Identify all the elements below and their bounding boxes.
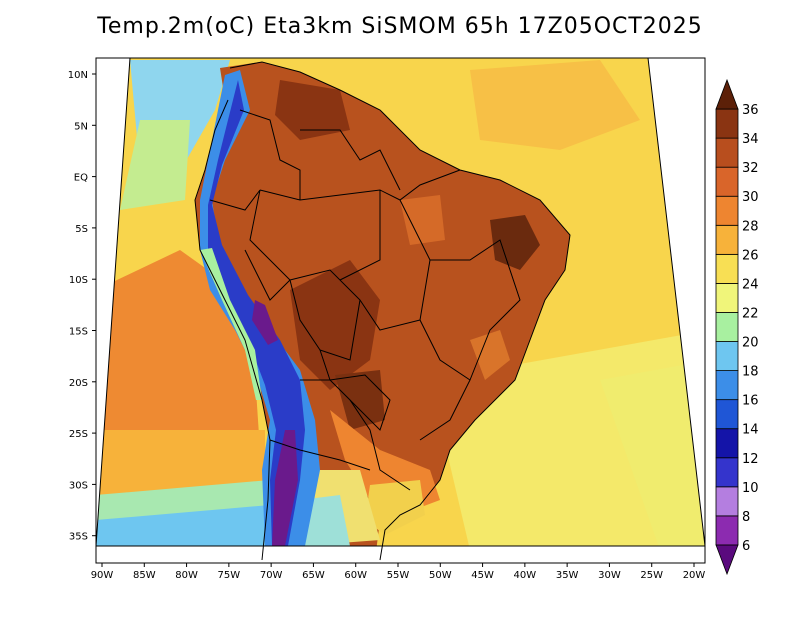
lat-label: 5N bbox=[74, 121, 88, 132]
colorbar-segment bbox=[715, 195, 739, 226]
lat-label: 30S bbox=[69, 480, 88, 491]
plateau-mild-2 bbox=[400, 195, 445, 245]
lat-label: EQ bbox=[74, 173, 88, 184]
colorbar-segment bbox=[715, 166, 739, 197]
lon-label: 25W bbox=[640, 570, 663, 581]
colorbar-label: 34 bbox=[742, 132, 759, 147]
pacific-north-mild bbox=[120, 120, 190, 210]
lon-label: 20W bbox=[683, 570, 706, 581]
very-hot-north bbox=[275, 80, 350, 140]
colorbar-label: 8 bbox=[742, 510, 750, 525]
lon-label: 75W bbox=[218, 570, 241, 581]
states-2 bbox=[419, 259, 471, 441]
lat-label: 10N bbox=[68, 70, 88, 81]
colorbar-segment bbox=[715, 457, 739, 488]
borders bbox=[194, 61, 571, 561]
lon-label: 35W bbox=[556, 570, 579, 581]
colorbar-segment bbox=[715, 544, 739, 576]
colorbar-label: 28 bbox=[742, 219, 759, 234]
colorbar-segment bbox=[715, 341, 739, 371]
colorbar-label: 18 bbox=[742, 365, 759, 380]
lon-label: 30W bbox=[598, 570, 621, 581]
colorbar-segment bbox=[715, 370, 739, 401]
brazil-border-west bbox=[249, 189, 411, 491]
paraguay-border bbox=[329, 374, 391, 431]
lon-label: 50W bbox=[429, 570, 452, 581]
longitude-axis: 90W 85W 80W 75W 70W 65W 60W 55W 50W 45W 40W 35W 30W 2… bbox=[91, 563, 706, 581]
colorbar-segment bbox=[715, 486, 739, 517]
lat-label: 10S bbox=[69, 275, 88, 286]
colorbar-segment bbox=[715, 399, 739, 430]
colorbar-segment bbox=[715, 283, 739, 313]
north-atlantic-warm bbox=[470, 60, 640, 150]
very-hot-northeast bbox=[490, 215, 540, 270]
colorbar-segment bbox=[715, 78, 739, 110]
colorbar-label: 14 bbox=[742, 423, 759, 438]
lat-label: 15S bbox=[69, 327, 88, 338]
lat-label: 5S bbox=[75, 224, 88, 235]
colorbar-label: 10 bbox=[742, 481, 759, 496]
colorbar-label: 16 bbox=[742, 394, 759, 409]
lon-label: 70W bbox=[260, 570, 283, 581]
lon-label: 80W bbox=[175, 570, 198, 581]
lat-label: 35S bbox=[69, 532, 88, 543]
temperature-field bbox=[96, 58, 705, 546]
plateau-mild bbox=[470, 330, 510, 380]
colorbar-label: 32 bbox=[742, 161, 759, 176]
lat-label: 25S bbox=[69, 429, 88, 440]
colorbar-label: 6 bbox=[742, 539, 750, 554]
pacific-cold bbox=[96, 505, 270, 546]
lon-label: 55W bbox=[387, 570, 410, 581]
colorbar-segment bbox=[715, 137, 739, 168]
colorbar-segment bbox=[715, 253, 739, 284]
colorbar-label: 12 bbox=[742, 452, 759, 467]
andes-coldest bbox=[272, 430, 298, 546]
colorbar-label: 22 bbox=[742, 306, 759, 321]
map-title: Temp.2m(oC) Eta3km SiSMOM 65h 17Z05OCT20… bbox=[97, 14, 703, 39]
colorbar-label: 26 bbox=[742, 248, 759, 263]
colorbar-segment bbox=[715, 108, 739, 139]
colorbar-label: 36 bbox=[742, 103, 759, 118]
lon-label: 40W bbox=[514, 570, 537, 581]
uruguay-cool bbox=[365, 480, 425, 535]
lon-label: 60W bbox=[344, 570, 367, 581]
peru-border bbox=[209, 189, 291, 301]
lat-label: 20S bbox=[69, 378, 88, 389]
lon-label: 85W bbox=[133, 570, 156, 581]
very-hot-core bbox=[290, 260, 380, 390]
latitude-axis: 10N 5N EQ 5S 10S 15S 20S 25S 30S 35S bbox=[68, 70, 96, 543]
lon-label: 90W bbox=[91, 570, 114, 581]
colorbar-label: 20 bbox=[742, 336, 759, 351]
colorbar-segment bbox=[715, 428, 739, 459]
lon-label: 45W bbox=[471, 570, 494, 581]
lon-label: 65W bbox=[302, 570, 325, 581]
andes-coldest-2 bbox=[252, 300, 278, 345]
colorbar-segment bbox=[715, 224, 739, 255]
states-3 bbox=[339, 190, 421, 331]
very-hot-chaco bbox=[335, 370, 385, 430]
colorbar-segment bbox=[715, 515, 739, 546]
plot-frame bbox=[95, 57, 706, 564]
colorbar-segment bbox=[715, 312, 739, 342]
atlantic-cool-band bbox=[600, 360, 705, 546]
venezuela-border bbox=[300, 129, 401, 191]
pacific-warm bbox=[96, 250, 260, 470]
west-coastline bbox=[194, 99, 271, 561]
coastline bbox=[229, 61, 571, 561]
colorbar: 6 8 10 12 14 16 18 20 22 24 26 28 30 32 34 36 bbox=[715, 78, 759, 576]
colorbar-label: 30 bbox=[742, 190, 759, 205]
colorbar-label: 24 bbox=[742, 277, 759, 292]
colombia-border bbox=[239, 109, 301, 200]
argentina-border bbox=[269, 379, 371, 471]
